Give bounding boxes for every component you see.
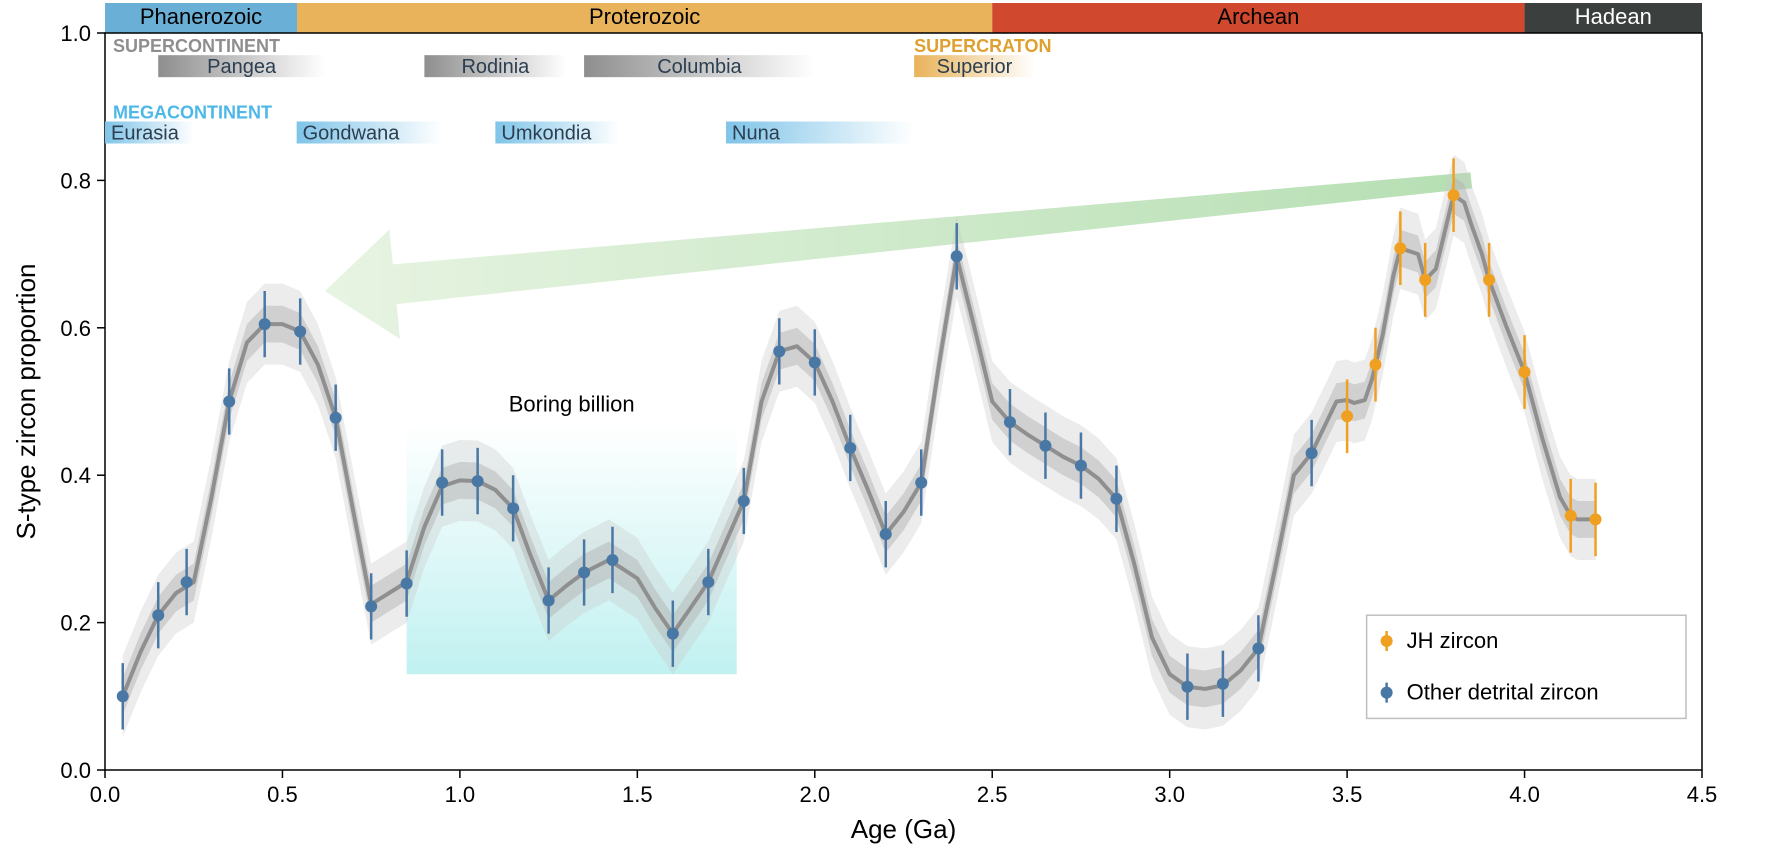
x-tick-label: 2.5 [977,782,1008,807]
other-zircon-marker [472,475,484,487]
other-zircon-marker [436,477,448,489]
other-zircon-marker [844,442,856,454]
eon-label: Archean [1217,4,1299,29]
megacontinent-bar-label: Umkondia [501,122,592,144]
y-tick-label: 0.2 [60,611,91,636]
other-zircon-marker [1110,493,1122,505]
megacontinent-bar-label: Nuna [732,122,781,144]
x-axis-label: Age (Ga) [851,814,957,844]
megacontinent-bar-label: Gondwana [303,122,401,144]
jh-zircon-marker [1565,510,1577,522]
other-zircon-marker [702,576,714,588]
other-zircon-marker [773,345,785,357]
supercontinent-bar-label: Columbia [657,56,742,78]
supercontinent-bar-label: Rodinia [461,56,530,78]
jh-zircon-marker [1370,359,1382,371]
other-zircon-marker [1181,681,1193,693]
megacontinent-bar-label: Eurasia [111,122,180,144]
supercontinent-bar-label: Pangea [207,56,277,78]
eon-label: Phanerozoic [140,4,262,29]
other-zircon-marker [223,396,235,408]
other-zircon-marker [809,356,821,368]
other-zircon-marker [330,412,342,424]
supercraton-category-label: SUPERCRATON [914,36,1051,56]
legend-label: JH zircon [1407,628,1499,653]
other-zircon-marker [578,566,590,578]
jh-zircon-marker [1394,242,1406,254]
y-tick-label: 1.0 [60,21,91,46]
jh-zircon-marker [1419,274,1431,286]
y-tick-label: 0.6 [60,316,91,341]
legend-label: Other detrital zircon [1407,680,1599,705]
x-tick-label: 4.0 [1509,782,1540,807]
other-zircon-marker [507,502,519,514]
other-zircon-marker [880,528,892,540]
eon-label: Hadean [1575,4,1652,29]
jh-zircon-marker [1590,513,1602,525]
legend-marker [1381,687,1393,699]
other-zircon-marker [294,325,306,337]
other-zircon-marker [1075,460,1087,472]
other-zircon-marker [606,554,618,566]
y-tick-label: 0.4 [60,463,91,488]
x-tick-label: 4.5 [1687,782,1718,807]
trend-arrow [325,172,1472,339]
other-zircon-marker [259,318,271,330]
other-zircon-marker [1004,416,1016,428]
eon-label: Proterozoic [589,4,700,29]
x-tick-label: 3.5 [1332,782,1363,807]
chart-container: Phanerozoic Proterozoic Archean Hadean Borin… [0,0,1772,851]
y-tick-label: 0.0 [60,758,91,783]
y-tick-label: 0.8 [60,168,91,193]
x-tick-label: 3.0 [1154,782,1185,807]
jh-zircon-marker [1448,189,1460,201]
other-zircon-marker [738,495,750,507]
megacontinent-category-label: MEGACONTINENT [113,102,272,122]
other-zircon-marker [152,609,164,621]
other-zircon-marker [181,576,193,588]
other-zircon-marker [401,578,413,590]
other-zircon-marker [1252,642,1264,654]
other-zircon-marker [1039,440,1051,452]
other-zircon-marker [667,628,679,640]
jh-zircon-marker [1483,274,1495,286]
boring-billion-label: Boring billion [509,392,635,417]
other-zircon-marker [1217,678,1229,690]
other-zircon-marker [951,250,963,262]
y-axis-label: S-type zircon proportion [11,263,41,539]
supercraton-bar-label: Superior [937,56,1013,78]
legend-marker [1381,635,1393,647]
x-tick-label: 2.0 [799,782,830,807]
chart-svg: Phanerozoic Proterozoic Archean Hadean Borin… [0,0,1772,851]
x-tick-label: 0.0 [90,782,121,807]
other-zircon-marker [915,477,927,489]
other-zircon-marker [117,690,129,702]
other-zircon-marker [1306,447,1318,459]
supercontinent-category-label: SUPERCONTINENT [113,36,280,56]
jh-zircon-marker [1341,410,1353,422]
jh-zircon-marker [1519,366,1531,378]
x-tick-label: 1.0 [445,782,476,807]
x-tick-label: 1.5 [622,782,653,807]
x-tick-label: 0.5 [267,782,298,807]
other-zircon-marker [543,594,555,606]
other-zircon-marker [365,600,377,612]
